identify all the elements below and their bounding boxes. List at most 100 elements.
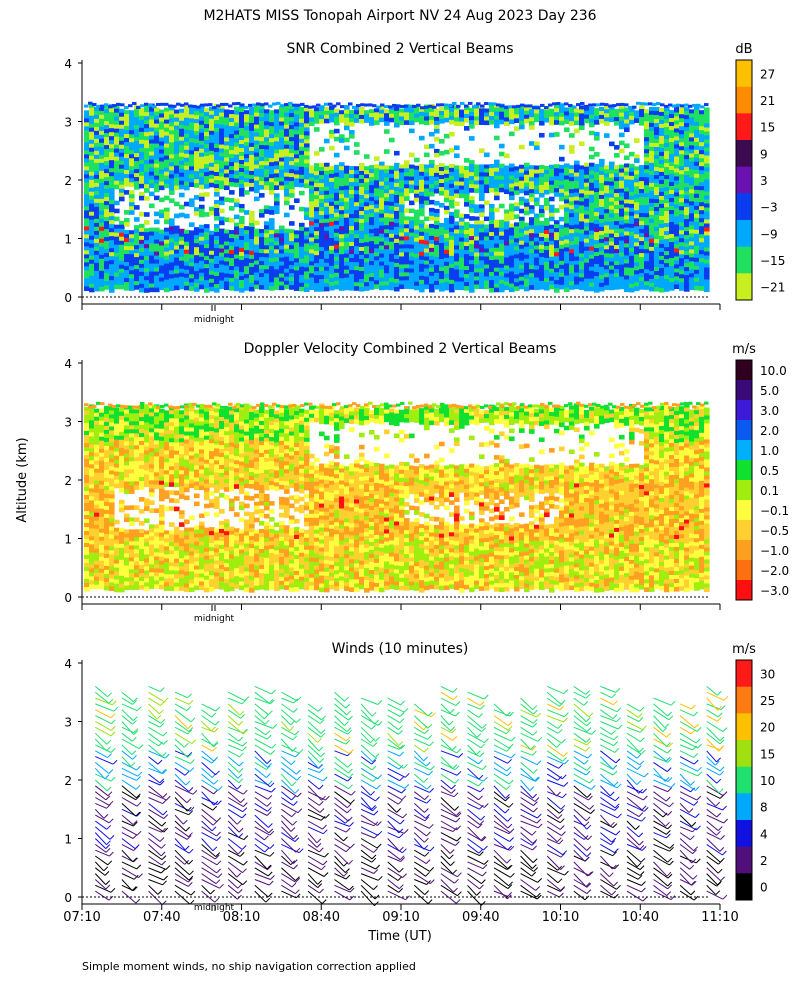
heat-cell bbox=[269, 242, 275, 247]
heat-cell bbox=[464, 274, 470, 279]
heat-cell bbox=[409, 176, 415, 182]
heat-cell bbox=[684, 191, 690, 196]
heat-cell bbox=[279, 249, 285, 255]
heat-cell bbox=[469, 280, 475, 285]
heat-cell bbox=[704, 155, 710, 161]
heat-cell bbox=[154, 179, 160, 185]
heat-cell bbox=[289, 141, 295, 146]
heat-cell bbox=[444, 217, 450, 223]
heat-cell bbox=[674, 200, 680, 206]
heat-cell bbox=[689, 173, 695, 178]
heat-cell bbox=[514, 278, 520, 283]
heat-cell bbox=[654, 267, 660, 272]
heat-cell bbox=[274, 137, 280, 142]
heat-cell bbox=[174, 201, 180, 207]
heat-cell bbox=[254, 148, 260, 154]
heat-cell bbox=[109, 272, 115, 277]
heat-cell bbox=[674, 236, 680, 242]
heat-cell bbox=[299, 230, 305, 236]
heat-cell bbox=[589, 214, 595, 220]
heat-cell bbox=[624, 171, 630, 177]
heat-cell bbox=[264, 173, 270, 178]
heat-cell bbox=[244, 118, 250, 123]
heat-cell bbox=[274, 201, 280, 206]
heat-cell bbox=[689, 129, 695, 134]
heat-cell bbox=[119, 232, 125, 238]
heat-cell bbox=[224, 217, 230, 223]
heat-cell bbox=[379, 193, 385, 199]
heat-cell bbox=[299, 278, 305, 284]
heat-cell bbox=[569, 273, 575, 278]
heat-cell bbox=[704, 175, 710, 181]
heat-cell bbox=[644, 157, 650, 162]
heat-cell bbox=[104, 113, 110, 118]
heat-cell bbox=[544, 173, 550, 179]
heat-cell bbox=[114, 216, 120, 222]
heat-cell bbox=[194, 251, 200, 256]
heat-cell bbox=[219, 116, 225, 122]
heat-cell bbox=[594, 220, 600, 225]
heat-cell bbox=[139, 111, 145, 117]
heat-cell bbox=[684, 267, 690, 272]
heat-cell bbox=[429, 119, 435, 125]
heat-cell bbox=[179, 276, 185, 282]
heat-cell bbox=[464, 110, 470, 115]
heat-cell bbox=[324, 178, 330, 184]
heat-cell bbox=[560, 103, 565, 107]
heat-cell bbox=[634, 206, 640, 211]
heat-cell bbox=[204, 144, 210, 149]
heat-cell bbox=[264, 245, 270, 250]
heat-cell bbox=[634, 202, 640, 207]
heat-cell bbox=[364, 182, 370, 187]
heat-cell bbox=[584, 274, 590, 280]
heat-cell bbox=[94, 242, 100, 248]
heat-cell bbox=[124, 238, 130, 243]
heat-cell bbox=[679, 246, 685, 251]
heat-cell bbox=[599, 278, 605, 284]
heat-cell bbox=[179, 132, 185, 138]
heat-cell bbox=[389, 241, 395, 247]
heat-cell bbox=[599, 210, 605, 216]
heat-cell bbox=[229, 170, 235, 175]
heat-cell bbox=[269, 118, 275, 123]
heat-cell bbox=[384, 109, 390, 114]
heat-cell bbox=[194, 135, 200, 140]
heat-cell bbox=[639, 221, 645, 226]
heat-cell bbox=[169, 258, 175, 263]
heat-cell bbox=[369, 197, 375, 202]
heat-cell bbox=[504, 229, 510, 235]
heat-cell bbox=[494, 159, 500, 165]
heat-cell bbox=[619, 112, 625, 118]
heat-cell bbox=[594, 188, 600, 193]
heat-cell bbox=[564, 195, 570, 201]
heat-cell bbox=[224, 249, 230, 255]
heat-cell bbox=[514, 230, 520, 235]
heat-cell bbox=[224, 253, 230, 259]
heat-cell bbox=[679, 186, 685, 191]
heat-cell bbox=[334, 128, 340, 134]
heat-cell bbox=[84, 110, 90, 115]
heat-cell bbox=[379, 201, 385, 207]
heat-cell bbox=[484, 260, 490, 266]
heat-cell bbox=[454, 189, 460, 195]
heat-cell bbox=[664, 171, 670, 176]
heat-cell bbox=[524, 210, 530, 216]
heat-cell bbox=[149, 191, 155, 197]
heat-cell bbox=[209, 278, 215, 284]
heat-cell bbox=[384, 233, 390, 238]
heat-cell bbox=[424, 264, 430, 270]
heat-cell bbox=[459, 181, 465, 187]
heat-cell bbox=[449, 227, 455, 233]
heat-cell bbox=[604, 133, 610, 138]
heat-cell bbox=[619, 232, 625, 238]
heat-cell bbox=[599, 162, 605, 168]
heat-cell bbox=[99, 274, 105, 280]
heat-cell bbox=[194, 115, 200, 120]
heat-cell bbox=[549, 108, 555, 114]
heat-cell bbox=[459, 245, 465, 251]
heat-cell bbox=[344, 121, 350, 127]
heat-cell bbox=[639, 169, 645, 174]
heat-cell bbox=[109, 188, 115, 193]
heat-cell bbox=[304, 107, 310, 113]
heat-cell bbox=[449, 175, 455, 181]
